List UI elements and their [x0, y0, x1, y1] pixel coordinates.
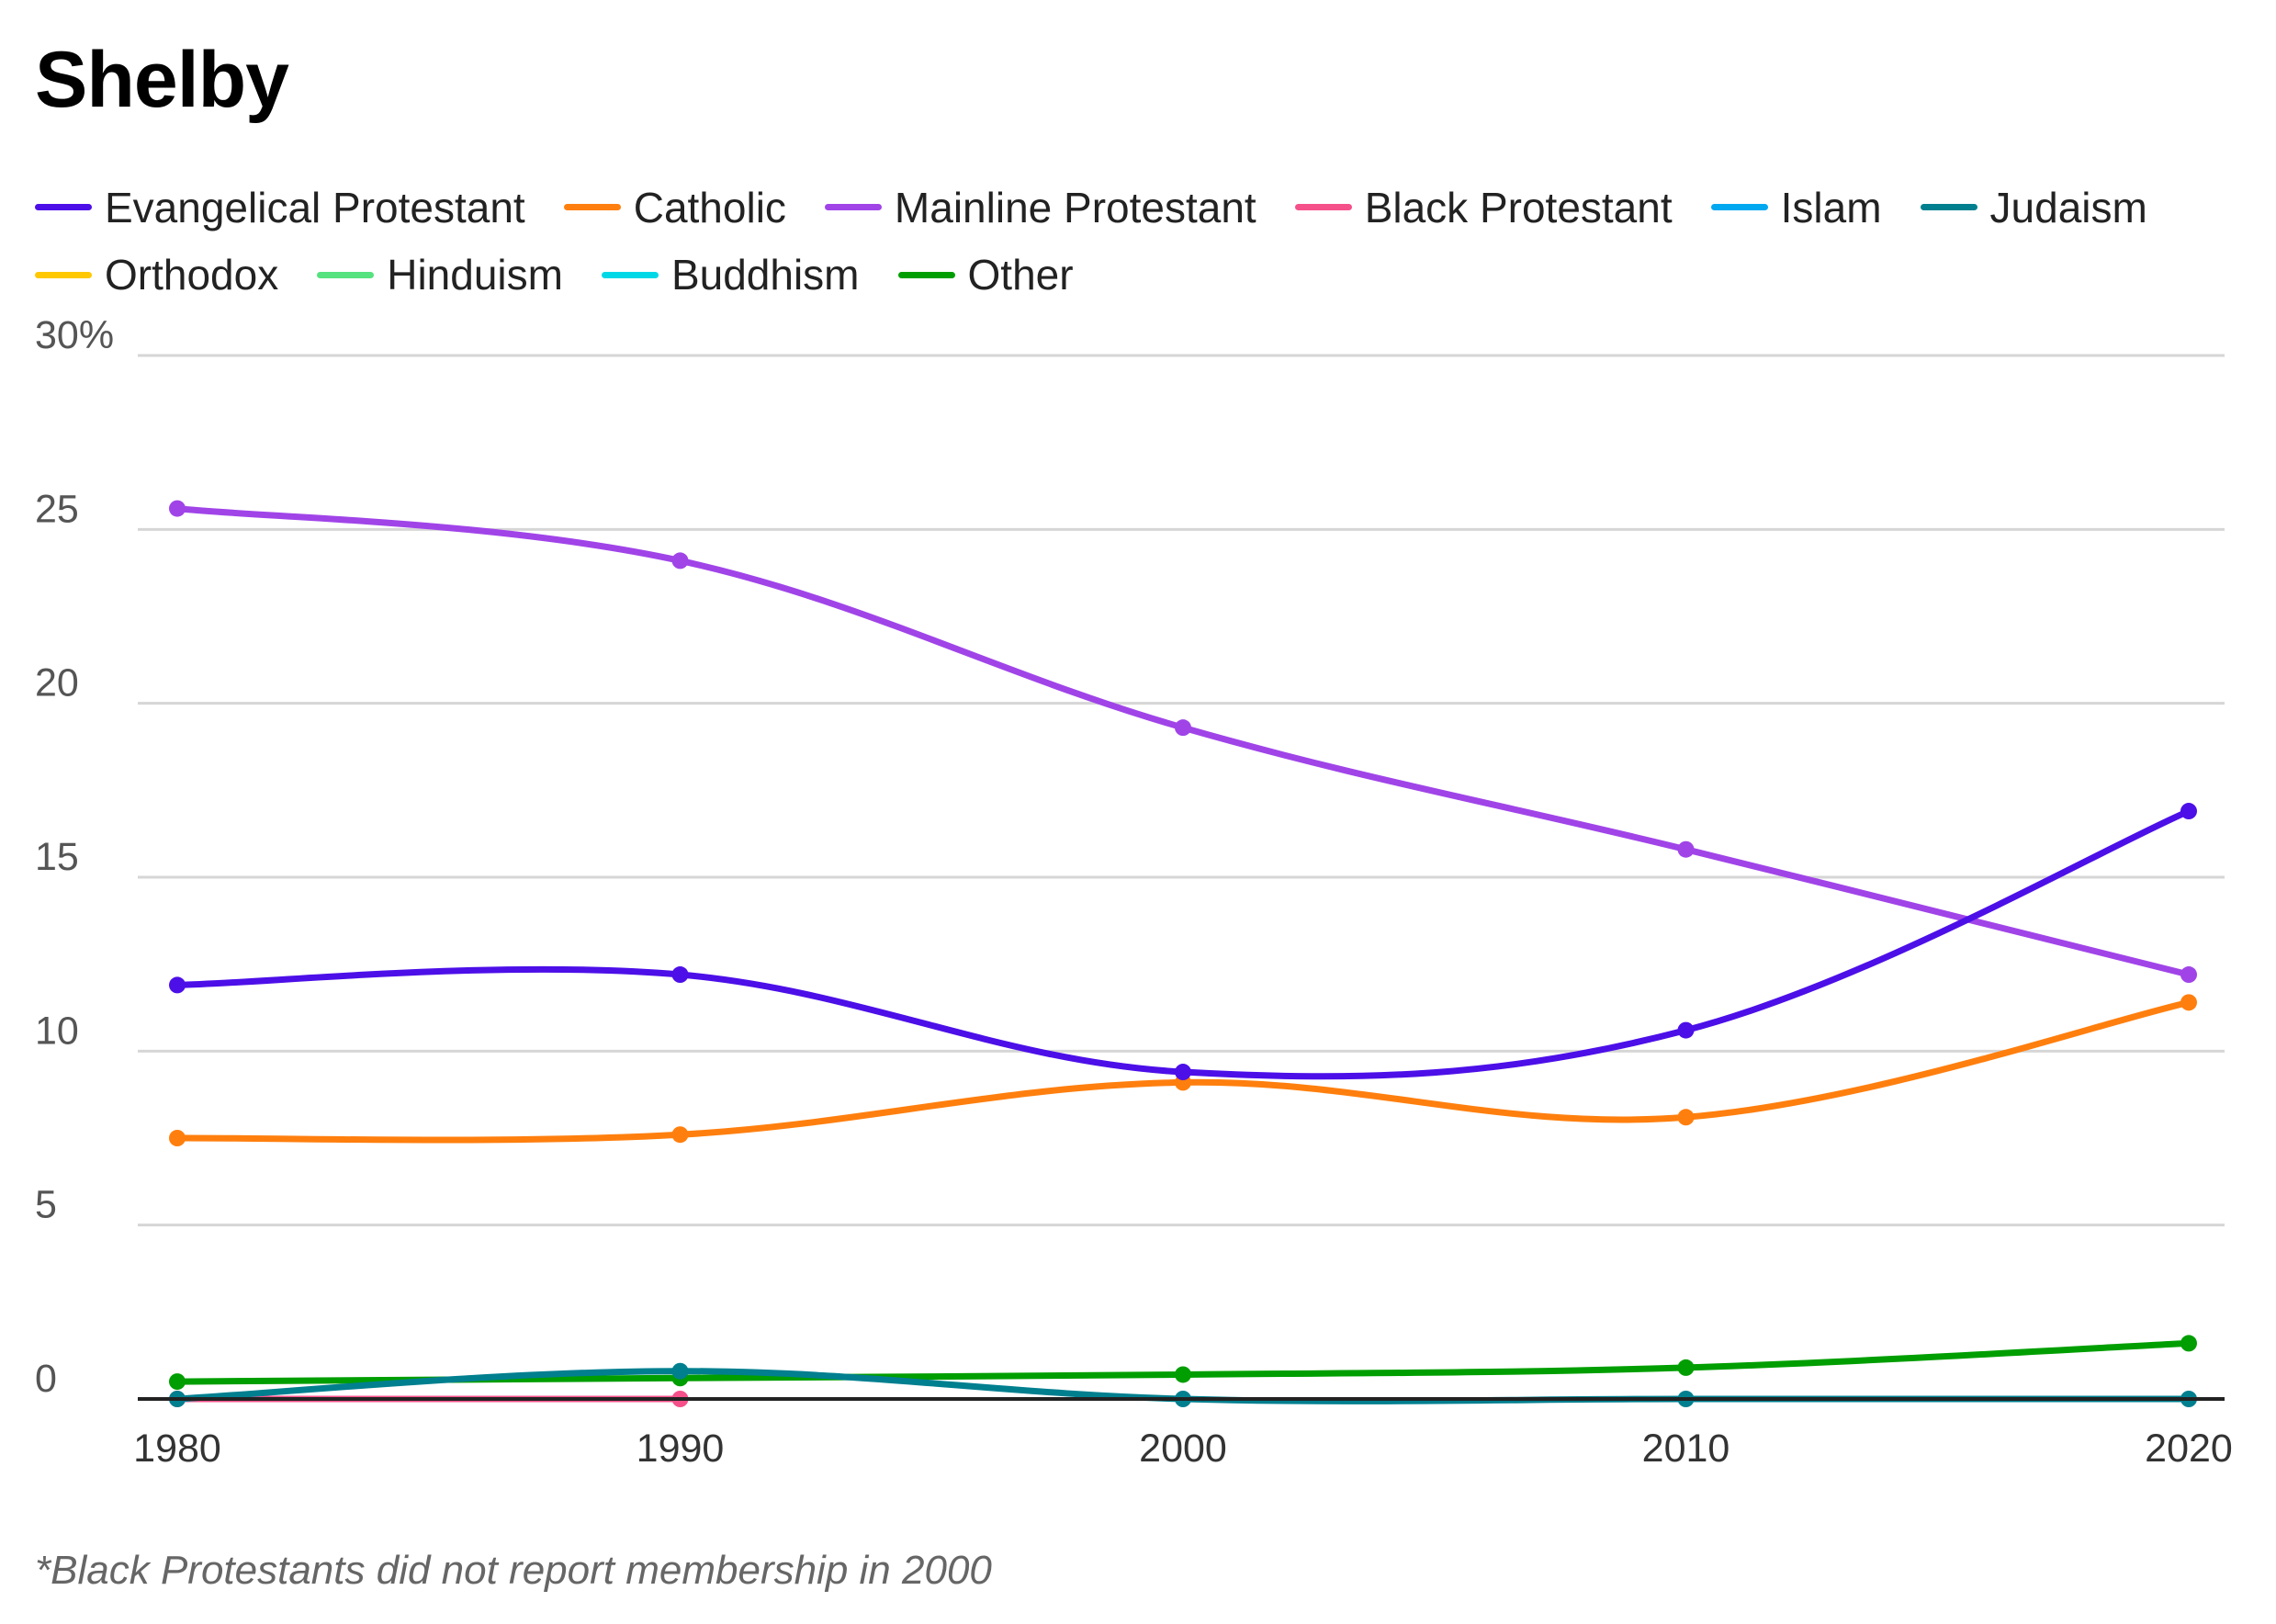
- legend-label: Other: [967, 251, 1074, 299]
- series-line: [174, 807, 2192, 1080]
- legend-label: Evangelical Protestant: [105, 183, 525, 231]
- legend-swatch: [563, 204, 621, 210]
- legend-item: Hinduism: [317, 243, 563, 306]
- legend-label: Mainline Protestant: [894, 183, 1256, 231]
- x-tick-label: 2010: [1642, 1427, 1730, 1471]
- legend-item: Judaism: [1920, 176, 2147, 239]
- legend-item: Orthodox: [35, 243, 278, 306]
- legend-label: Islam: [1780, 183, 1882, 231]
- data-point: [169, 1130, 186, 1146]
- legend-label: Buddhism: [670, 251, 860, 299]
- legend-swatch: [1920, 204, 1977, 210]
- data-point: [2180, 1335, 2197, 1352]
- legend-swatch: [824, 204, 882, 210]
- legend-swatch: [1294, 204, 1352, 210]
- legend-item: Other: [897, 243, 1074, 306]
- data-point: [1175, 719, 1191, 737]
- x-tick-label: 2020: [2145, 1427, 2233, 1471]
- legend-item: Black Protestant: [1294, 176, 1673, 239]
- legend-swatch: [1710, 204, 1768, 210]
- data-point: [2180, 994, 2197, 1011]
- legend: Evangelical Protestant Catholic Mainline P…: [35, 171, 2258, 306]
- y-tick-label: 0: [35, 1357, 57, 1401]
- legend-swatch: [35, 271, 92, 278]
- line-chart: 0 5 10 15 20 25 30% 1980 1990 2000 2010 2020: [35, 313, 2233, 1471]
- data-point: [1677, 840, 1695, 858]
- y-tick-label: 30%: [35, 313, 114, 357]
- chart-title: Shelby: [35, 36, 289, 124]
- data-point: [2180, 803, 2197, 820]
- y-tick-label: 20: [35, 661, 79, 705]
- legend-swatch: [897, 271, 955, 278]
- legend-label: Judaism: [1989, 183, 2147, 231]
- data-point: [671, 1126, 689, 1144]
- series-line: [174, 505, 2192, 978]
- data-point: [671, 1362, 689, 1380]
- y-tick-label: 15: [35, 835, 79, 879]
- data-point: [169, 976, 186, 994]
- data-point: [1175, 1064, 1191, 1081]
- legend-item: Islam: [1710, 176, 1882, 239]
- y-tick-label: 5: [35, 1183, 57, 1227]
- legend-swatch: [601, 271, 659, 278]
- legend-swatch: [35, 204, 92, 210]
- legend-item: Buddhism: [601, 243, 860, 306]
- x-tick-label: 1990: [637, 1427, 725, 1471]
- data-point: [169, 1373, 186, 1391]
- data-point: [2180, 966, 2197, 984]
- x-tick-label: 1980: [133, 1427, 221, 1471]
- data-point: [1677, 1109, 1695, 1126]
- data-point: [1677, 1359, 1695, 1376]
- data-point: [169, 500, 186, 517]
- legend-label: Catholic: [633, 183, 786, 231]
- legend-item: Catholic: [563, 176, 786, 239]
- legend-swatch: [317, 271, 375, 278]
- y-tick-label: 25: [35, 487, 79, 531]
- legend-label: Orthodox: [105, 251, 279, 299]
- data-point: [1677, 1021, 1695, 1039]
- legend-item: Evangelical Protestant: [35, 176, 525, 239]
- data-point: [671, 966, 689, 984]
- footnote: *Black Protestants did not report member…: [35, 1548, 992, 1593]
- legend-label: Hinduism: [387, 251, 563, 299]
- data-point: [671, 552, 689, 570]
- legend-label: Black Protestant: [1364, 183, 1673, 231]
- data-point: [1175, 1366, 1191, 1383]
- legend-item: Mainline Protestant: [824, 176, 1256, 239]
- x-tick-label: 2000: [1139, 1427, 1227, 1471]
- y-tick-label: 10: [35, 1009, 79, 1053]
